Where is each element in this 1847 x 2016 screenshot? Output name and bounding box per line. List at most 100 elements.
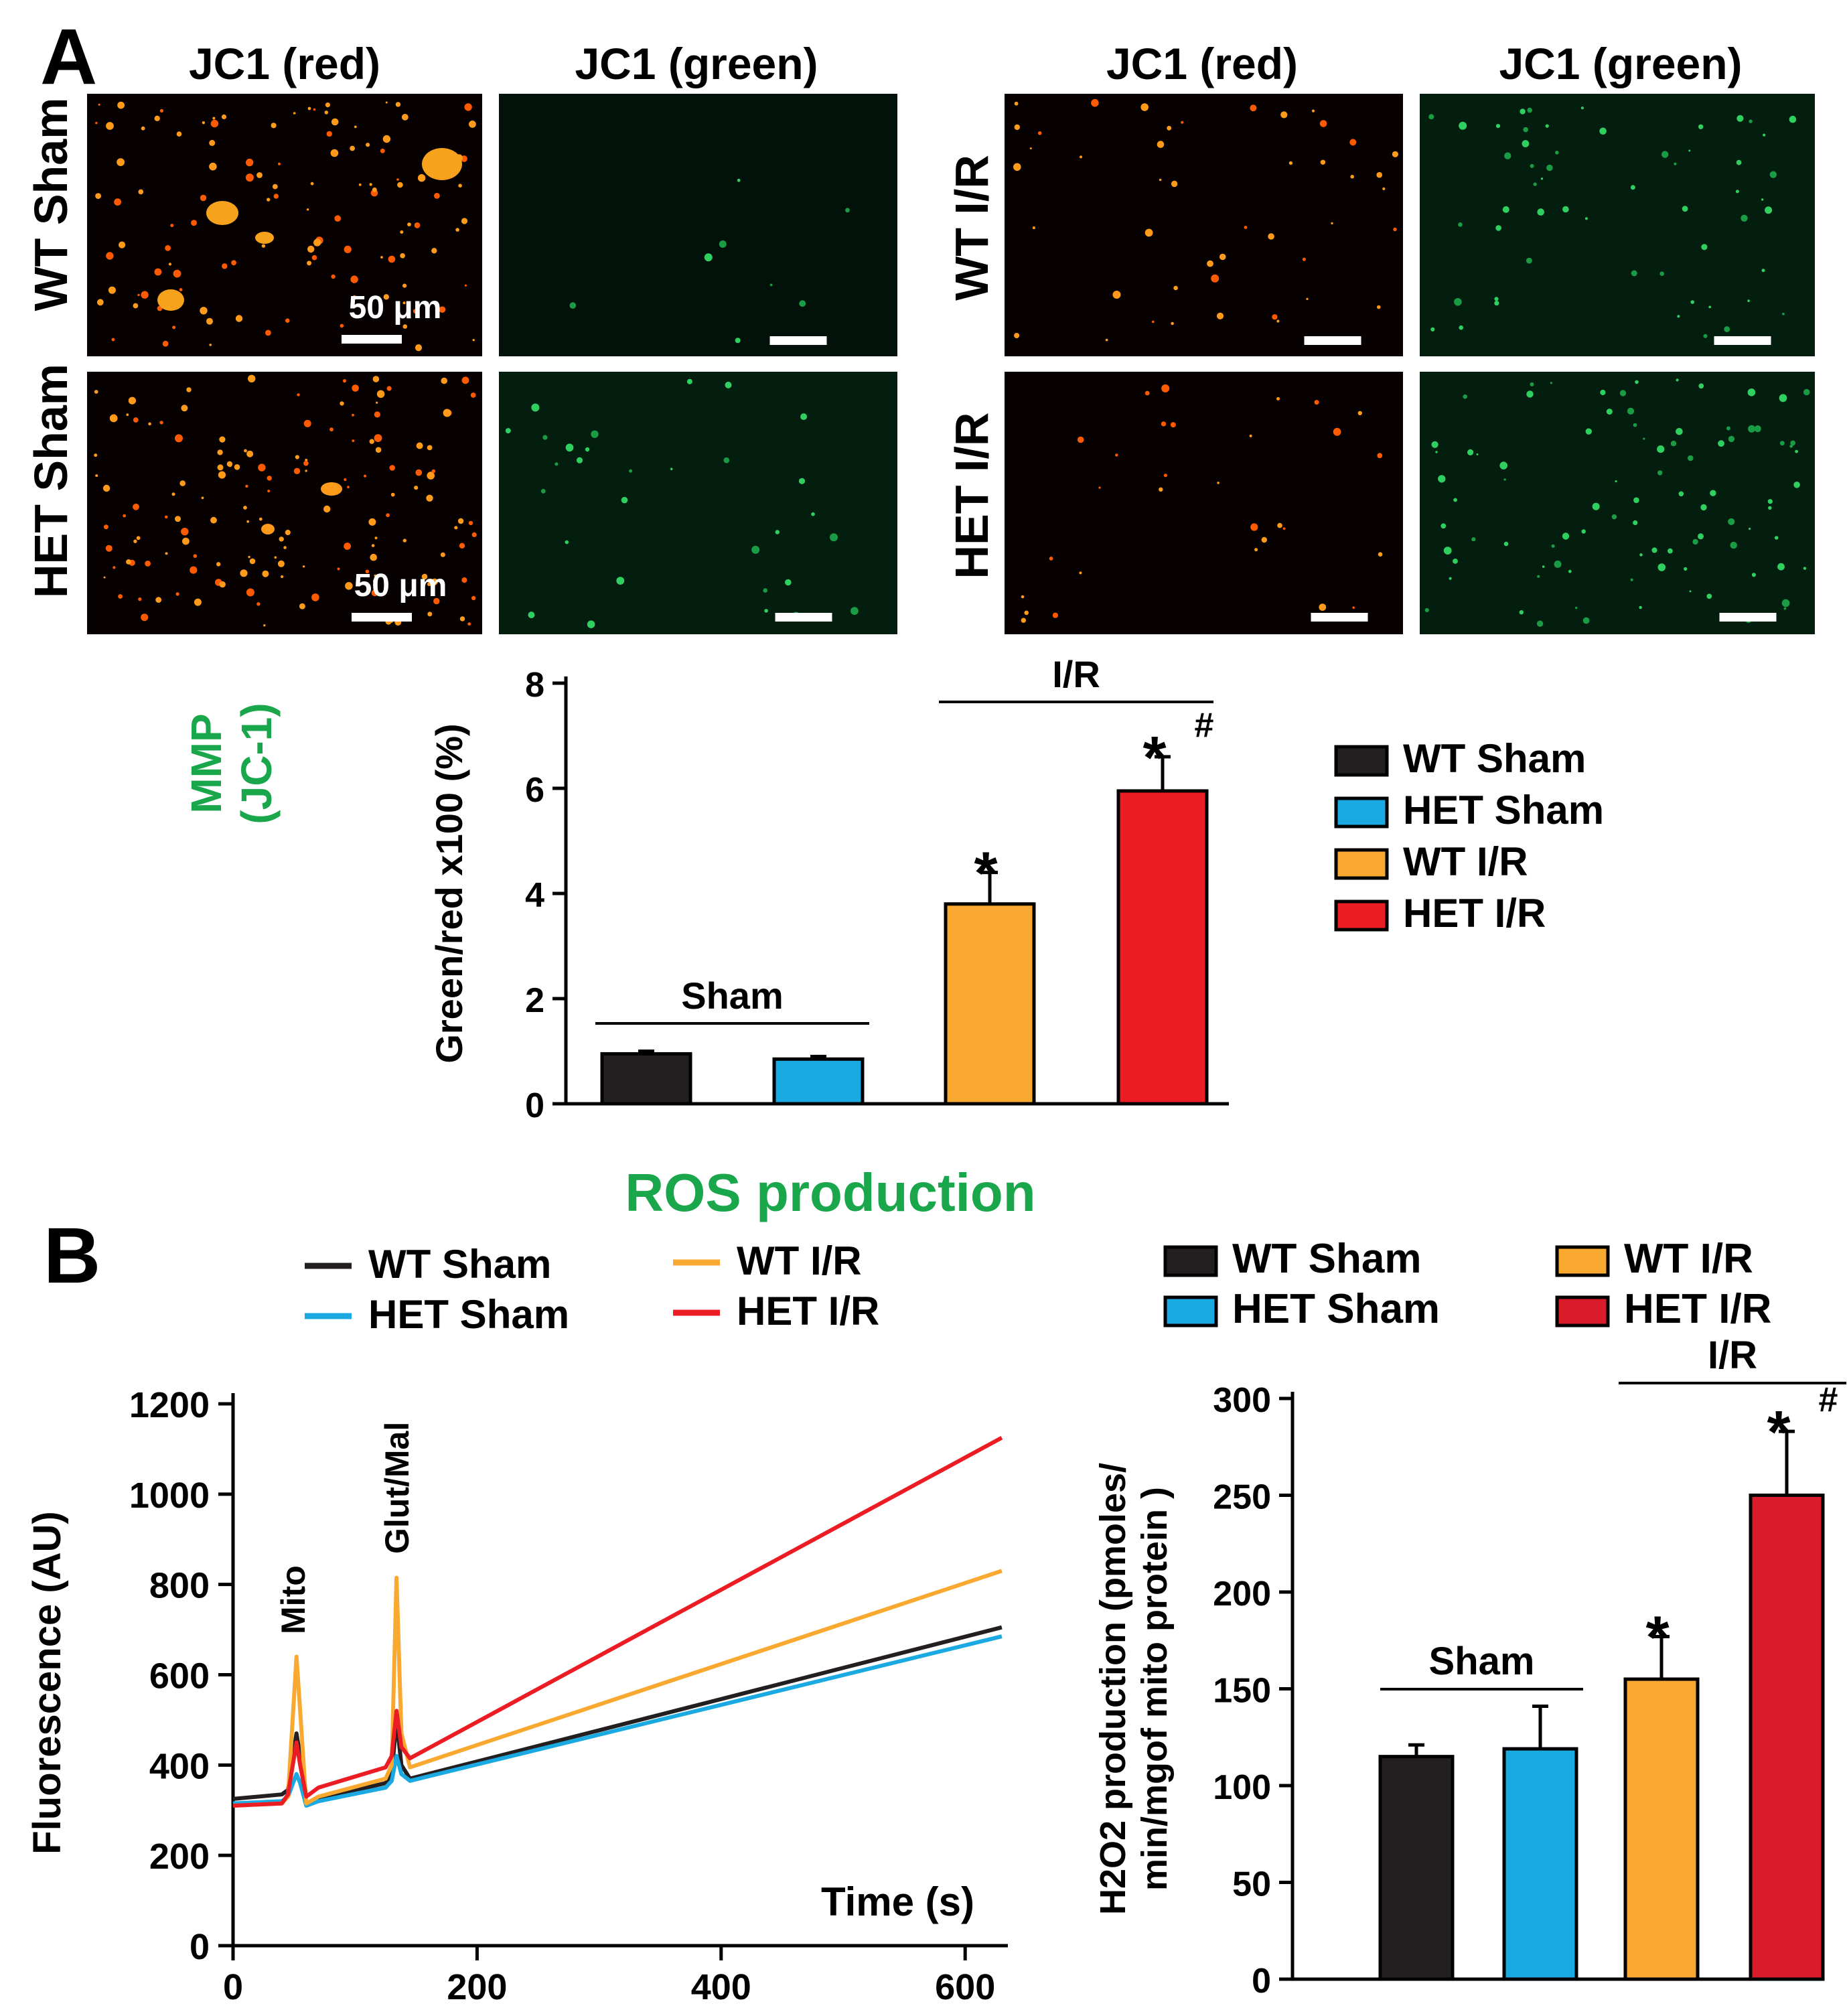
micrograph-speck bbox=[1319, 120, 1327, 127]
micrograph-speck bbox=[364, 474, 366, 478]
micrograph-speck bbox=[1280, 111, 1288, 119]
micrograph-speck bbox=[193, 554, 198, 558]
micrograph-speck bbox=[385, 583, 388, 587]
x-axis-label: Time (s) bbox=[821, 1879, 974, 1924]
legend-swatch bbox=[1334, 848, 1389, 880]
y-tick-label: 300 bbox=[1213, 1381, 1271, 1420]
micrograph-speck bbox=[389, 465, 395, 471]
micrograph-speck bbox=[114, 198, 122, 206]
micrograph-speck bbox=[402, 324, 408, 329]
micrograph-speck bbox=[249, 558, 256, 565]
micrograph-speck bbox=[1430, 327, 1435, 332]
micrograph-speck bbox=[1079, 155, 1083, 159]
micrograph-blob bbox=[157, 289, 184, 311]
bar-1 bbox=[1378, 1755, 1455, 1981]
significance-hash: # bbox=[1819, 1380, 1838, 1419]
micrograph-speck bbox=[306, 208, 309, 211]
micrograph-speck bbox=[1382, 187, 1386, 190]
micrograph-speck bbox=[1159, 487, 1163, 492]
micrograph-speck bbox=[330, 149, 339, 157]
micrograph-speck bbox=[1592, 502, 1600, 510]
micrograph-speck bbox=[1357, 411, 1363, 415]
micrograph-speck bbox=[267, 198, 271, 202]
micrograph-speck bbox=[470, 392, 476, 398]
micrograph-speck bbox=[1268, 233, 1274, 240]
y-axis-label: Green/red x100 (%) bbox=[428, 723, 470, 1063]
micrograph-speck bbox=[374, 434, 382, 442]
micrograph-speck bbox=[1630, 578, 1633, 581]
micrograph-speck bbox=[737, 178, 741, 182]
micrograph-speck bbox=[1568, 569, 1572, 573]
micrograph-speck bbox=[1741, 214, 1748, 222]
micrograph-speck bbox=[1657, 563, 1666, 571]
micrograph-speck bbox=[1024, 610, 1029, 616]
micrograph-speck bbox=[159, 109, 163, 113]
scale-bar bbox=[1311, 613, 1368, 622]
y-tick-label: 4 bbox=[525, 876, 544, 915]
micrograph-speck bbox=[141, 291, 149, 299]
micrograph-speck bbox=[1449, 577, 1452, 580]
ros-title: ROS production bbox=[625, 1163, 1035, 1222]
micrograph-speck bbox=[1140, 103, 1149, 111]
micrograph-speck bbox=[295, 455, 299, 459]
micrograph-speck bbox=[785, 579, 792, 586]
micrograph-speck bbox=[1503, 541, 1509, 547]
micrograph-speck bbox=[200, 307, 208, 315]
micrograph-speck bbox=[148, 422, 151, 426]
micrograph-speck bbox=[1536, 620, 1544, 627]
micrograph-speck bbox=[209, 162, 217, 171]
micrograph-speck bbox=[263, 624, 266, 627]
micrograph-speck bbox=[443, 409, 451, 417]
bar-4 bbox=[1116, 789, 1209, 1106]
micrograph-speck bbox=[200, 194, 207, 202]
micrograph-speck bbox=[1029, 147, 1032, 149]
micrograph-speck bbox=[1453, 559, 1458, 564]
y-tick-label: 0 bbox=[525, 1086, 544, 1125]
micrograph-speck bbox=[105, 545, 113, 552]
micrograph-speck bbox=[427, 472, 435, 480]
mmp-side-title-line-2: (JC-1) bbox=[232, 703, 281, 824]
micrograph-speck bbox=[103, 576, 106, 579]
micrograph-speck bbox=[313, 238, 321, 246]
micrograph-speck bbox=[103, 524, 108, 530]
micrograph-speck bbox=[222, 263, 228, 269]
y-tick-label: 600 bbox=[149, 1656, 210, 1697]
micrograph-speck bbox=[1052, 612, 1058, 618]
micrograph-speck bbox=[569, 302, 577, 309]
micrograph-speck bbox=[112, 414, 117, 419]
micrograph-speck bbox=[216, 562, 221, 567]
micrograph-speck bbox=[1795, 449, 1799, 453]
micrograph-speck bbox=[1349, 139, 1357, 146]
micrograph-speck bbox=[415, 469, 423, 476]
micrograph-speck bbox=[441, 377, 447, 384]
micrograph-speck bbox=[1690, 300, 1694, 304]
micrograph-speck bbox=[344, 543, 351, 550]
micrograph-speck bbox=[461, 376, 469, 384]
panel-b-label: B bbox=[44, 1212, 100, 1300]
micrograph-speck bbox=[1377, 305, 1381, 309]
micrograph-speck bbox=[454, 526, 458, 530]
micrograph-speck bbox=[396, 178, 399, 181]
micrograph-speck bbox=[96, 299, 104, 306]
y-tick-label: 100 bbox=[1213, 1768, 1271, 1807]
micro-col-header-3: JC1 (red) bbox=[1106, 39, 1298, 88]
micrograph-speck bbox=[402, 283, 407, 288]
micrograph-speck bbox=[1606, 409, 1613, 415]
y-tick-label: 800 bbox=[149, 1566, 210, 1606]
micrograph-speck bbox=[1562, 206, 1569, 213]
micrograph-speck bbox=[1737, 115, 1744, 122]
micrograph-speck bbox=[1749, 527, 1751, 530]
micrograph-speck bbox=[162, 340, 169, 347]
micrograph-speck bbox=[1435, 451, 1438, 453]
micrograph-background bbox=[499, 94, 897, 356]
micrograph-speck bbox=[1144, 390, 1150, 396]
micrograph-speck bbox=[352, 439, 355, 442]
micrograph-speck bbox=[168, 263, 171, 266]
micrograph-speck bbox=[1014, 101, 1019, 106]
micrograph-speck bbox=[686, 378, 692, 384]
micrograph-speck bbox=[1639, 553, 1643, 557]
micrograph-speck bbox=[1790, 440, 1795, 446]
micrograph-speck bbox=[1633, 520, 1638, 526]
micrograph-speck bbox=[1761, 198, 1764, 201]
